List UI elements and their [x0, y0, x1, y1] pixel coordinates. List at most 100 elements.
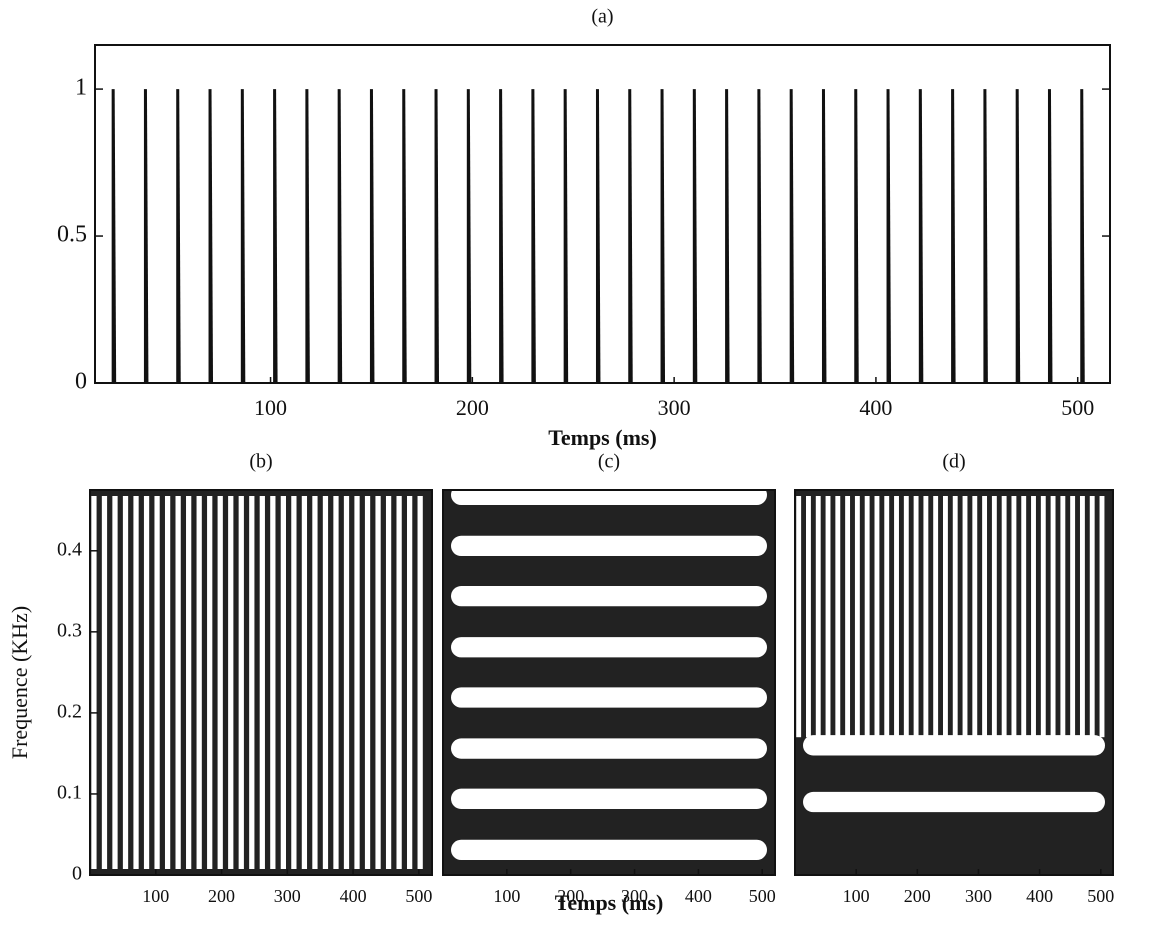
panel-title: (c) [598, 451, 620, 473]
x-tick-label: 300 [658, 395, 691, 420]
stripe [333, 496, 339, 869]
x-tick-label: 300 [274, 886, 301, 906]
pulse [886, 89, 892, 383]
stripe [385, 496, 392, 869]
panel-title: (a) [591, 6, 613, 28]
stripe [164, 496, 171, 869]
y-tick-label: 0.4 [57, 538, 82, 560]
pulse [499, 89, 504, 383]
stripe [982, 496, 988, 738]
band [451, 484, 767, 505]
pulse [337, 89, 343, 383]
y-tick-label: 1 [75, 75, 87, 101]
y-tick-label: 0 [72, 863, 82, 885]
pulse [273, 89, 278, 383]
x-tick-label: 300 [621, 886, 648, 906]
stripe [228, 496, 234, 869]
y-tick-label: 0.5 [57, 222, 87, 248]
stripe [884, 496, 890, 738]
stripe [217, 496, 223, 869]
pulse [240, 89, 246, 383]
stripe [154, 496, 160, 869]
panel: (b) Frequence (KHz) 100 200 300 400 500 0 0.1 0.2… [7, 451, 433, 906]
stripe [913, 496, 919, 738]
stripe [238, 496, 244, 869]
panel-title: (d) [942, 451, 965, 473]
pulse [757, 89, 762, 383]
band [451, 535, 767, 557]
x-axis-label: Temps (ms) [548, 425, 657, 450]
stripe [207, 496, 213, 869]
x-tick-label: 100 [254, 395, 287, 420]
pulse [1047, 89, 1053, 383]
band [451, 637, 767, 658]
x-tick-label: 400 [1026, 886, 1053, 906]
x-axis-label: Temps (ms) [555, 890, 664, 915]
panel: (d) 100 200 300 400 500 [794, 451, 1114, 906]
stripe [874, 496, 880, 738]
x-tick-label: 500 [1061, 395, 1094, 420]
pulse [402, 89, 407, 383]
stripe [396, 496, 402, 869]
x-tick-label: 200 [456, 395, 489, 420]
pulse [563, 89, 569, 383]
y-tick-label: 0.3 [57, 619, 82, 641]
panel-title: (b) [249, 451, 272, 473]
stripe [91, 496, 97, 869]
x-tick-label: 500 [749, 886, 776, 906]
pulse [692, 89, 698, 383]
pulse [305, 89, 310, 383]
pulse [983, 89, 988, 383]
stripe [175, 496, 181, 869]
plot-frame [94, 44, 1111, 384]
plot-frame [794, 489, 1114, 876]
stripe [942, 496, 948, 738]
band [451, 839, 767, 861]
stripe [854, 496, 860, 738]
x-tick-label: 200 [208, 886, 235, 906]
stripe [1079, 496, 1085, 738]
x-tick-label: 400 [859, 395, 892, 420]
pulse [369, 89, 375, 383]
stripe [864, 496, 870, 738]
band [803, 735, 1105, 756]
x-tick-label: 100 [493, 886, 520, 906]
stripe [312, 496, 318, 869]
stripe [835, 496, 841, 738]
stripe [1060, 496, 1066, 738]
x-tick-label: 500 [405, 886, 432, 906]
pulse [725, 89, 730, 383]
stripe [186, 496, 192, 869]
pulse [531, 89, 536, 383]
stripe [1001, 496, 1007, 738]
stripe [291, 496, 297, 869]
stripe [249, 496, 255, 869]
stripe [1040, 496, 1046, 738]
stripe [972, 496, 978, 738]
stripe [1089, 496, 1095, 738]
pulse [111, 89, 117, 383]
stripe [322, 496, 329, 869]
x-tick-label: 400 [685, 886, 712, 906]
stripe [933, 496, 939, 738]
stripe [143, 496, 150, 869]
y-tick-label: 0.2 [57, 700, 82, 722]
pulse [1080, 89, 1085, 383]
pulse [143, 89, 149, 383]
stripe [270, 496, 276, 869]
pulse [628, 89, 633, 383]
band [451, 738, 767, 759]
stripe [375, 496, 381, 869]
stripe [259, 496, 265, 869]
x-tick-label: 200 [557, 886, 584, 906]
pulse [1015, 89, 1021, 383]
stripe [1050, 496, 1056, 738]
stripe [112, 496, 118, 869]
x-tick-label: 300 [965, 886, 992, 906]
x-tick-label: 200 [904, 886, 931, 906]
stripe [991, 496, 997, 738]
stripe [101, 496, 108, 869]
stripe [1099, 496, 1105, 738]
pulse [434, 89, 440, 383]
